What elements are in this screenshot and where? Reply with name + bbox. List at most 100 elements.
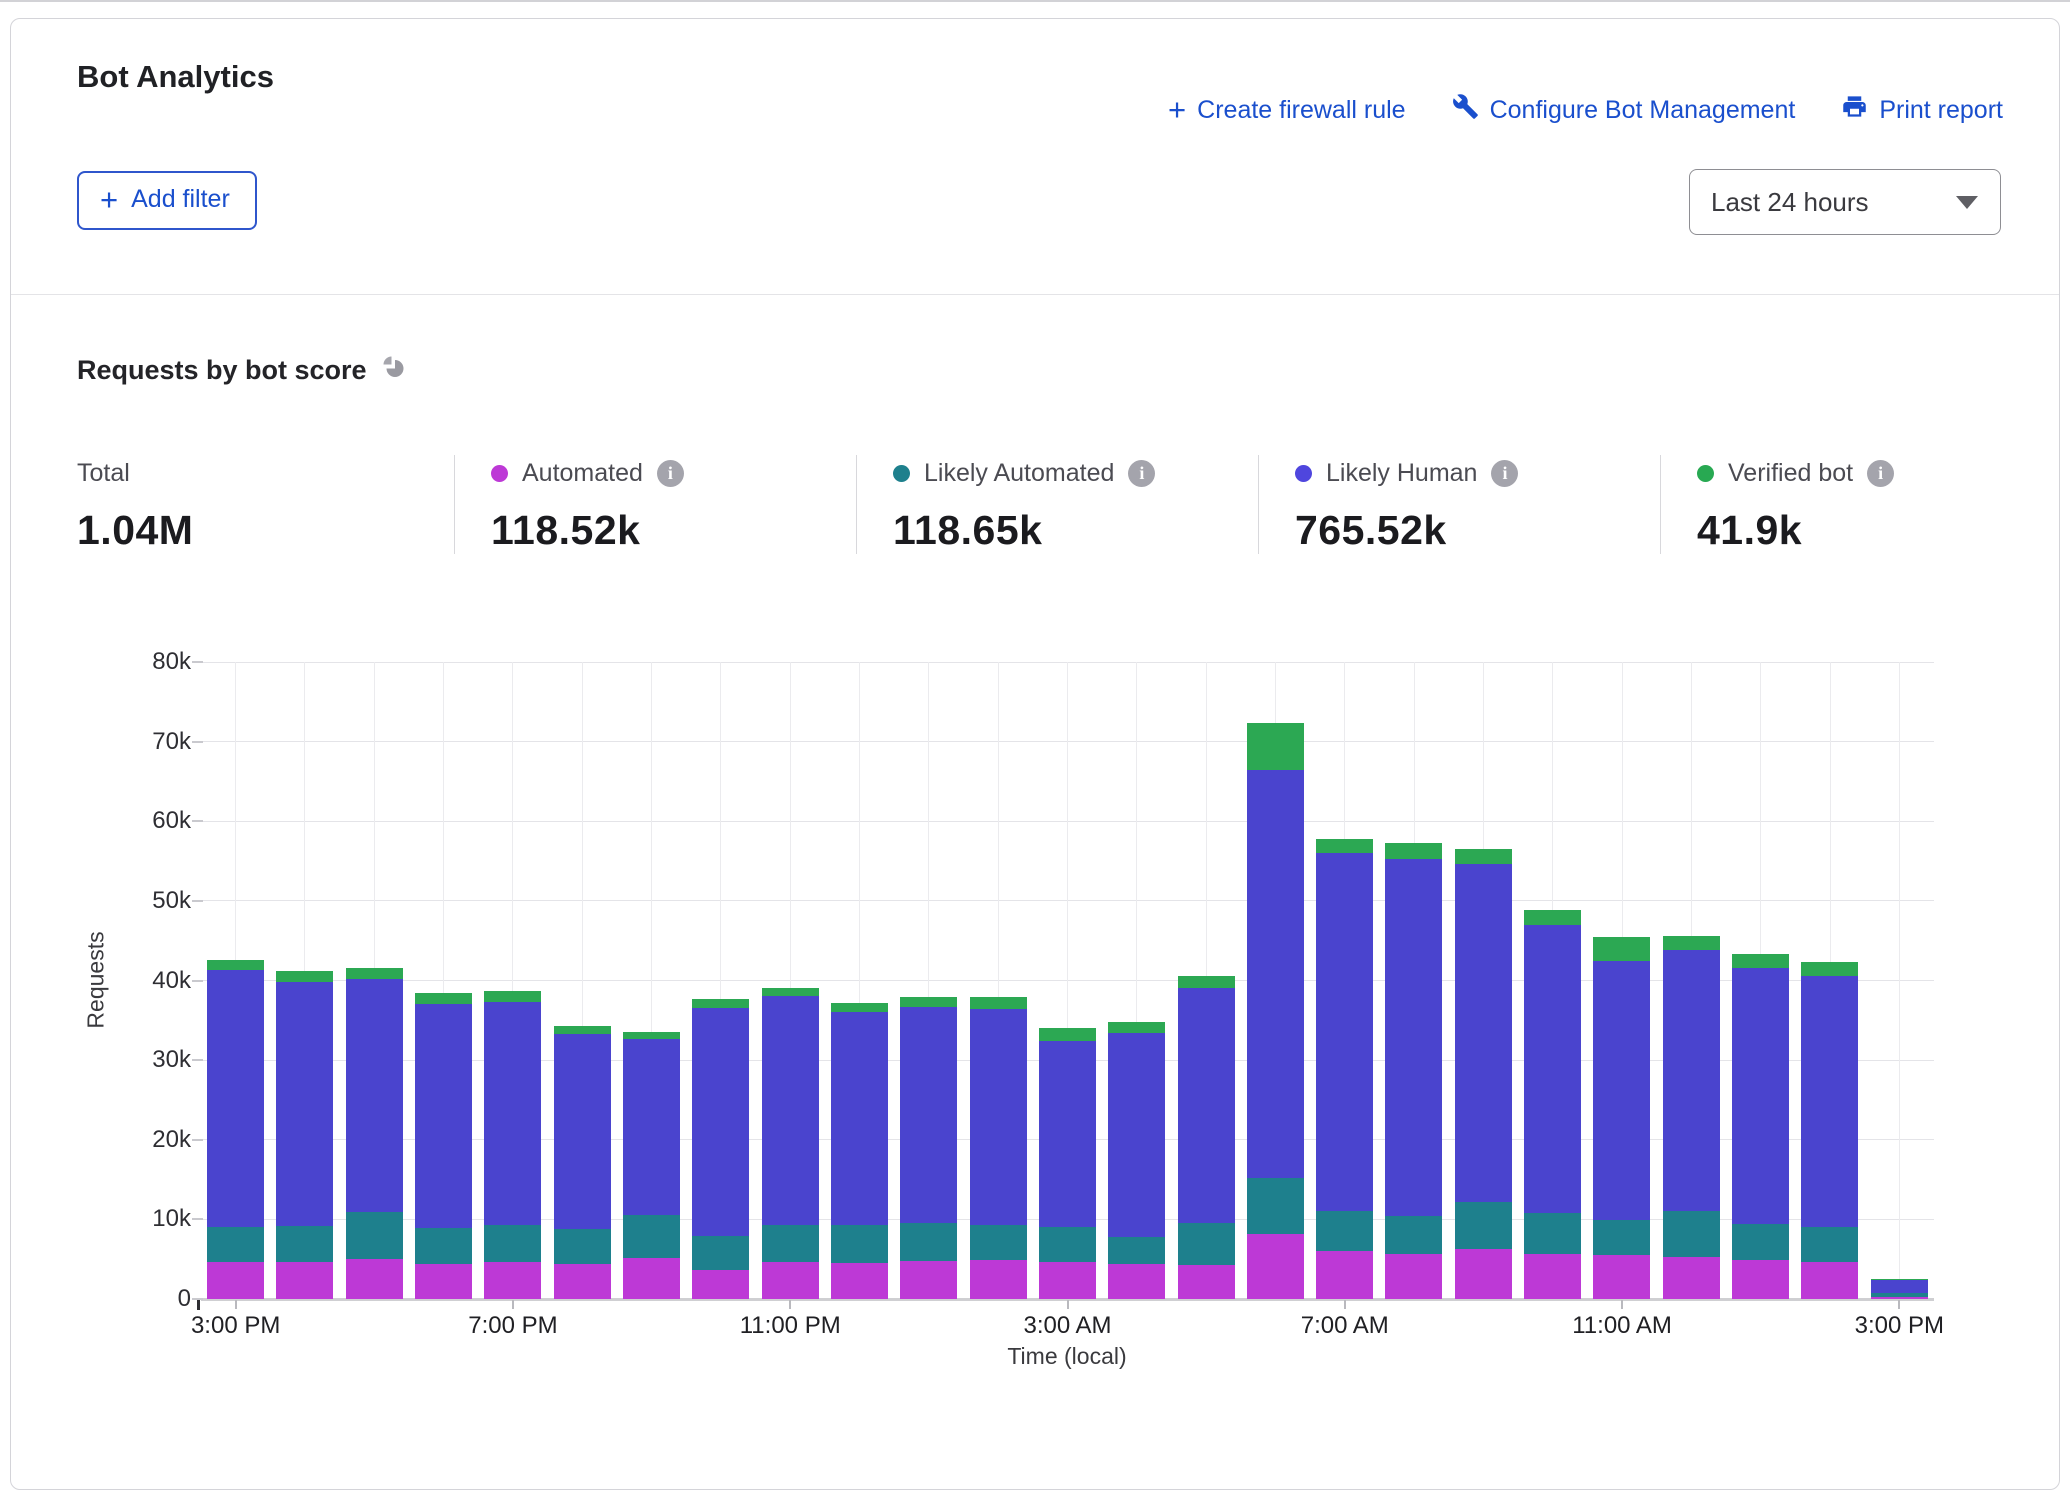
chart-bar-5-00-PM[interactable]	[346, 968, 403, 1299]
bar-segment-automated	[1732, 1260, 1789, 1299]
bar-segment-likely-human	[1801, 976, 1858, 1227]
chart-section-title: Requests by bot score	[77, 355, 406, 386]
chart-bar-2-00-PM[interactable]	[1801, 962, 1858, 1299]
bar-segment-likely-human	[1593, 961, 1650, 1221]
x-tick-label: 3:00 AM	[1023, 1312, 1111, 1340]
x-tick-label: 3:00 PM	[191, 1312, 280, 1340]
y-tick-label: 20k	[11, 1126, 191, 1154]
y-tick-label: 10k	[11, 1205, 191, 1233]
info-icon[interactable]: i	[1128, 460, 1155, 487]
chart-bar-8-00-AM[interactable]	[1385, 843, 1442, 1299]
card-header: Bot Analytics + Create firewall rule Con…	[11, 19, 2059, 295]
bar-segment-automated	[1801, 1262, 1858, 1299]
chart-bar-7-00-AM[interactable]	[1316, 839, 1373, 1299]
stat-likely-human: Likely Human i 765.52k	[1258, 455, 1660, 554]
bar-segment-likely-automated	[1108, 1237, 1165, 1264]
add-filter-button[interactable]: + Add filter	[77, 171, 257, 230]
print-report-link[interactable]: Print report	[1841, 93, 2003, 127]
bar-segment-likely-automated	[1247, 1178, 1304, 1234]
bar-segment-likely-human	[1316, 853, 1373, 1211]
stat-value: 1.04M	[77, 507, 454, 554]
y-tick-mark	[192, 1139, 203, 1141]
bar-segment-automated	[276, 1262, 333, 1299]
y-tick-mark	[192, 661, 203, 663]
chart-bar-9-00-PM[interactable]	[623, 1032, 680, 1299]
y-tick-mark	[192, 1059, 203, 1061]
page-title: Bot Analytics	[77, 59, 274, 95]
plus-icon: +	[1168, 97, 1186, 123]
y-tick-mark	[192, 980, 203, 982]
chart-bar-12-00-AM[interactable]	[831, 1003, 888, 1299]
bar-segment-verified-bot	[1524, 910, 1581, 924]
chart-bar-3-00-AM[interactable]	[1039, 1028, 1096, 1300]
bar-segment-verified-bot	[1039, 1028, 1096, 1042]
chart-bar-1-00-AM[interactable]	[900, 997, 957, 1299]
bar-segment-likely-human	[1108, 1033, 1165, 1237]
legend-dot-verified-bot	[1697, 465, 1714, 482]
chart-bar-6-00-AM[interactable]	[1247, 723, 1304, 1299]
chart-bar-3-00-PM[interactable]	[1871, 1279, 1928, 1299]
chart-bar-4-00-PM[interactable]	[276, 971, 333, 1299]
bar-segment-verified-bot	[1108, 1022, 1165, 1033]
bar-segment-verified-bot	[346, 968, 403, 979]
bar-segment-likely-automated	[1801, 1227, 1858, 1262]
y-tick-mark	[192, 820, 203, 822]
stat-label: Likely Human	[1326, 459, 1477, 488]
time-range-select[interactable]: Last 24 hours	[1689, 169, 2001, 235]
chart-bar-3-00-PM[interactable]	[207, 960, 264, 1299]
chevron-down-icon	[1956, 196, 1978, 209]
chart-bar-7-00-PM[interactable]	[484, 991, 541, 1299]
stat-verified-bot: Verified bot i 41.9k	[1660, 455, 2001, 554]
y-tick-label: 50k	[11, 887, 191, 915]
bar-segment-verified-bot	[1385, 843, 1442, 859]
bar-segment-likely-human	[1385, 859, 1442, 1217]
time-range-value: Last 24 hours	[1711, 187, 1869, 218]
info-icon[interactable]: i	[1491, 460, 1518, 487]
chart-bar-11-00-PM[interactable]	[762, 988, 819, 1299]
x-tick-mark	[512, 1300, 514, 1309]
chart-bar-12-00-PM[interactable]	[1663, 936, 1720, 1299]
y-tick-mark	[192, 1218, 203, 1220]
bar-segment-likely-human	[623, 1039, 680, 1214]
bar-segment-likely-automated	[554, 1229, 611, 1264]
section-title-text: Requests by bot score	[77, 355, 367, 386]
bar-segment-likely-human	[900, 1007, 957, 1223]
bar-segment-likely-automated	[1178, 1223, 1235, 1265]
chart-bar-6-00-PM[interactable]	[415, 993, 472, 1299]
bar-segment-automated	[346, 1259, 403, 1299]
chart-bar-5-00-AM[interactable]	[1178, 976, 1235, 1299]
info-icon[interactable]: i	[1867, 460, 1894, 487]
bar-segment-likely-automated	[1732, 1224, 1789, 1260]
bar-segment-likely-automated	[1316, 1211, 1373, 1251]
create-firewall-rule-link[interactable]: + Create firewall rule	[1168, 96, 1406, 125]
bar-segment-verified-bot	[831, 1003, 888, 1013]
bar-segment-likely-automated	[1455, 1202, 1512, 1249]
stat-value: 41.9k	[1697, 507, 2001, 554]
chart-bar-9-00-AM[interactable]	[1455, 849, 1512, 1299]
bar-segment-likely-human	[554, 1034, 611, 1229]
bar-segment-likely-human	[207, 970, 264, 1226]
bar-segment-likely-human	[346, 979, 403, 1212]
chart-bar-2-00-AM[interactable]	[970, 997, 1027, 1299]
bar-segment-likely-human	[1247, 770, 1304, 1178]
info-icon[interactable]: i	[657, 460, 684, 487]
chart-bar-11-00-AM[interactable]	[1593, 937, 1650, 1299]
chart-bar-8-00-PM[interactable]	[554, 1026, 611, 1299]
bar-segment-automated	[970, 1260, 1027, 1299]
x-tick-mark	[1898, 1300, 1900, 1309]
x-tick-mark	[1621, 1300, 1623, 1309]
chart-bar-4-00-AM[interactable]	[1108, 1022, 1165, 1299]
y-tick-label: 40k	[11, 967, 191, 995]
legend-dot-likely-automated	[893, 465, 910, 482]
chart-bar-10-00-AM[interactable]	[1524, 910, 1581, 1299]
bar-segment-likely-human	[1455, 864, 1512, 1202]
chart-bar-10-00-PM[interactable]	[692, 999, 749, 1299]
bar-segment-likely-automated	[415, 1228, 472, 1264]
chart-bar-1-00-PM[interactable]	[1732, 954, 1789, 1299]
stat-value: 118.65k	[893, 507, 1258, 554]
bar-segment-likely-automated	[831, 1225, 888, 1263]
configure-bot-management-link[interactable]: Configure Bot Management	[1452, 93, 1796, 127]
add-filter-label: Add filter	[131, 185, 230, 214]
bar-segment-likely-automated	[970, 1225, 1027, 1260]
bar-segment-likely-automated	[276, 1226, 333, 1263]
